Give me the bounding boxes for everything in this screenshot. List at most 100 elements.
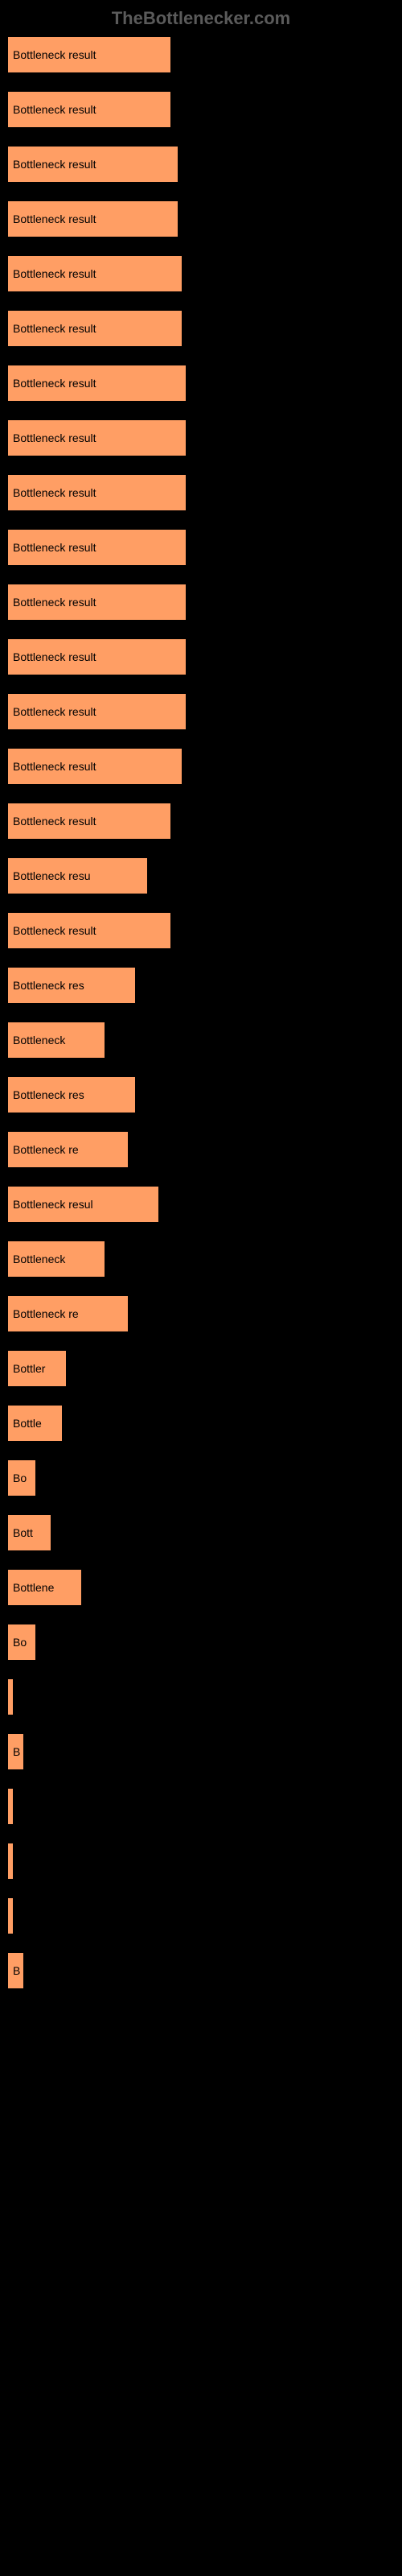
bar-label: Bottleneck result xyxy=(13,705,96,718)
bar-label: Bottleneck result xyxy=(13,158,96,171)
bar-label: Bottleneck res xyxy=(13,1088,84,1101)
bar-row: Bottleneck result xyxy=(8,584,394,620)
bar-label: Bottleneck result xyxy=(13,486,96,499)
bar: Bottleneck re xyxy=(8,1132,128,1167)
bar: Bottleneck result xyxy=(8,475,186,510)
bar-row: B xyxy=(8,1734,394,1769)
bar: Bo xyxy=(8,1624,35,1660)
bar: Bottleneck xyxy=(8,1022,105,1058)
bar: Bottlene xyxy=(8,1570,81,1605)
bar-label: Bottleneck result xyxy=(13,322,96,335)
bar-row: Bottleneck result xyxy=(8,475,394,510)
bar-label: Bottleneck re xyxy=(13,1143,79,1156)
bar: Bott xyxy=(8,1515,51,1550)
bar: Bottleneck result xyxy=(8,256,182,291)
bar-row: Bottle xyxy=(8,1406,394,1441)
bar-row xyxy=(8,1789,394,1824)
bar: Bottleneck result xyxy=(8,694,186,729)
bar-label: Bottleneck result xyxy=(13,377,96,390)
site-title: TheBottlenecker.com xyxy=(112,8,291,28)
bar: Bottleneck xyxy=(8,1241,105,1277)
bar-row: Bottleneck result xyxy=(8,913,394,948)
bar-row: Bottleneck result xyxy=(8,147,394,182)
bar: Bottleneck result xyxy=(8,803,170,839)
bar-label: Bottlene xyxy=(13,1581,54,1594)
bar-row: Bottleneck result xyxy=(8,256,394,291)
bar-row: Bottleneck result xyxy=(8,694,394,729)
bar: Bo xyxy=(8,1460,35,1496)
bar-label: Bottle xyxy=(13,1417,42,1430)
bar-label: Bottleneck result xyxy=(13,924,96,937)
bars-container: Bottleneck result Bottleneck result Bottle… xyxy=(8,37,394,1988)
bar-label: Bottleneck result xyxy=(13,541,96,554)
bar: B xyxy=(8,1734,23,1769)
bar-row: Bottleneck result xyxy=(8,37,394,72)
bar-row: Bottler xyxy=(8,1351,394,1386)
bar: Bottleneck resul xyxy=(8,1187,158,1222)
bar-label: B xyxy=(13,1745,20,1758)
bar: Bottleneck resu xyxy=(8,858,147,894)
bar-label: Bottleneck re xyxy=(13,1307,79,1320)
bar: Bottle xyxy=(8,1406,62,1441)
bar: Bottleneck result xyxy=(8,639,186,675)
bar-row: Bottleneck re xyxy=(8,1132,394,1167)
bar-row: Bottleneck result xyxy=(8,530,394,565)
bar-label: Bottleneck resu xyxy=(13,869,91,882)
bar-row: Bottleneck result xyxy=(8,92,394,127)
bar-row: Bottleneck result xyxy=(8,639,394,675)
bar: Bottleneck result xyxy=(8,420,186,456)
bar-label: Bottleneck result xyxy=(13,815,96,828)
bar-row: Bottleneck re xyxy=(8,1296,394,1331)
bar-row: Bottlene xyxy=(8,1570,394,1605)
bar-row: Bottleneck result xyxy=(8,420,394,456)
bar-chart: Bottleneck result Bottleneck result Bottle… xyxy=(0,37,402,2024)
bar: Bottleneck result xyxy=(8,311,182,346)
bar-row: B xyxy=(8,1953,394,1988)
bar xyxy=(8,1843,13,1879)
bar: Bottler xyxy=(8,1351,66,1386)
bar-label: Bottleneck result xyxy=(13,213,96,225)
bar-label: Bottleneck xyxy=(13,1253,65,1265)
bar-label: Bottler xyxy=(13,1362,45,1375)
bar-row: Bott xyxy=(8,1515,394,1550)
page-header: TheBottlenecker.com xyxy=(0,0,402,37)
bar-label: Bo xyxy=(13,1472,27,1484)
bar-label: B xyxy=(13,1964,20,1977)
bar-row: Bottleneck res xyxy=(8,1077,394,1113)
bar-row: Bottleneck res xyxy=(8,968,394,1003)
bar-label: Bott xyxy=(13,1526,33,1539)
bar: Bottleneck result xyxy=(8,201,178,237)
bar: Bottleneck result xyxy=(8,37,170,72)
bar-label: Bottleneck result xyxy=(13,596,96,609)
bar-row xyxy=(8,1679,394,1715)
bar: Bottleneck result xyxy=(8,913,170,948)
bar: Bottleneck result xyxy=(8,584,186,620)
bar xyxy=(8,1679,13,1715)
bar: Bottleneck result xyxy=(8,530,186,565)
bar-label: Bottleneck xyxy=(13,1034,65,1046)
bar-row: Bo xyxy=(8,1624,394,1660)
bar-label: Bottleneck result xyxy=(13,48,96,61)
bar-label: Bo xyxy=(13,1636,27,1649)
bar-row: Bottleneck result xyxy=(8,803,394,839)
bar: Bottleneck result xyxy=(8,749,182,784)
bar-row: Bottleneck xyxy=(8,1241,394,1277)
bar-row xyxy=(8,1898,394,1934)
bar-label: Bottleneck result xyxy=(13,760,96,773)
bar: Bottleneck res xyxy=(8,1077,135,1113)
bar: Bottleneck result xyxy=(8,147,178,182)
bar-label: Bottleneck res xyxy=(13,979,84,992)
bar-row: Bottleneck result xyxy=(8,749,394,784)
bar: Bottleneck res xyxy=(8,968,135,1003)
bar-row: Bottleneck resu xyxy=(8,858,394,894)
bar-row: Bo xyxy=(8,1460,394,1496)
bar-row: Bottleneck resul xyxy=(8,1187,394,1222)
bar-row: Bottleneck result xyxy=(8,201,394,237)
bar-row: Bottleneck result xyxy=(8,311,394,346)
bar-row xyxy=(8,1843,394,1879)
bar xyxy=(8,1898,13,1934)
bar-row: Bottleneck result xyxy=(8,365,394,401)
bar-row: Bottleneck xyxy=(8,1022,394,1058)
bar: Bottleneck re xyxy=(8,1296,128,1331)
bar: Bottleneck result xyxy=(8,92,170,127)
